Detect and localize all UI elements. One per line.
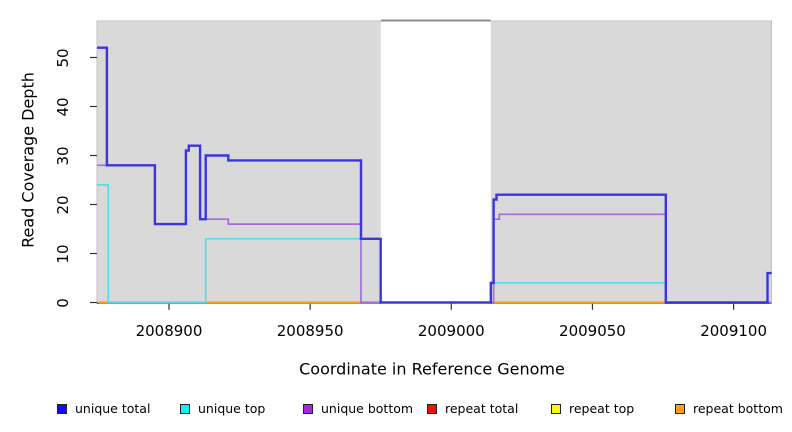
x-axis-title: Coordinate in Reference Genome bbox=[299, 359, 565, 379]
y-tick-label: 50 bbox=[54, 47, 72, 68]
repeat-total-swatch-icon bbox=[427, 404, 437, 414]
x-tick-label: 2008900 bbox=[135, 322, 203, 340]
legend-label: unique bottom bbox=[321, 401, 414, 416]
y-axis-title: Read Coverage Depth bbox=[18, 72, 38, 248]
legend-label: repeat top bbox=[569, 401, 635, 416]
y-tick-label: 0 bbox=[54, 297, 72, 308]
legend-label: repeat bottom bbox=[693, 401, 783, 416]
x-tick-label: 2009050 bbox=[559, 322, 626, 340]
y-tick-label: 20 bbox=[54, 194, 72, 215]
y-tick-label: 30 bbox=[54, 145, 72, 166]
legend-label: unique top bbox=[198, 401, 266, 416]
unique-top-swatch-icon bbox=[180, 404, 190, 414]
repeat-top-swatch-icon bbox=[551, 404, 561, 414]
legend-label: unique total bbox=[75, 401, 151, 416]
unique-total-swatch-icon bbox=[57, 404, 67, 414]
y-tick-label: 10 bbox=[54, 243, 72, 264]
series-line-unique-total bbox=[97, 46, 772, 304]
repeat-bottom-swatch-icon bbox=[675, 404, 685, 414]
coverage-gap-band bbox=[380, 19, 491, 310]
legend-label: repeat total bbox=[445, 401, 519, 416]
x-tick-label: 2008950 bbox=[276, 322, 344, 340]
y-tick-label: 40 bbox=[54, 96, 72, 117]
x-tick-label: 2009000 bbox=[417, 322, 485, 340]
unique-bottom-swatch-icon bbox=[303, 404, 313, 414]
x-tick-label: 2009100 bbox=[700, 322, 767, 340]
